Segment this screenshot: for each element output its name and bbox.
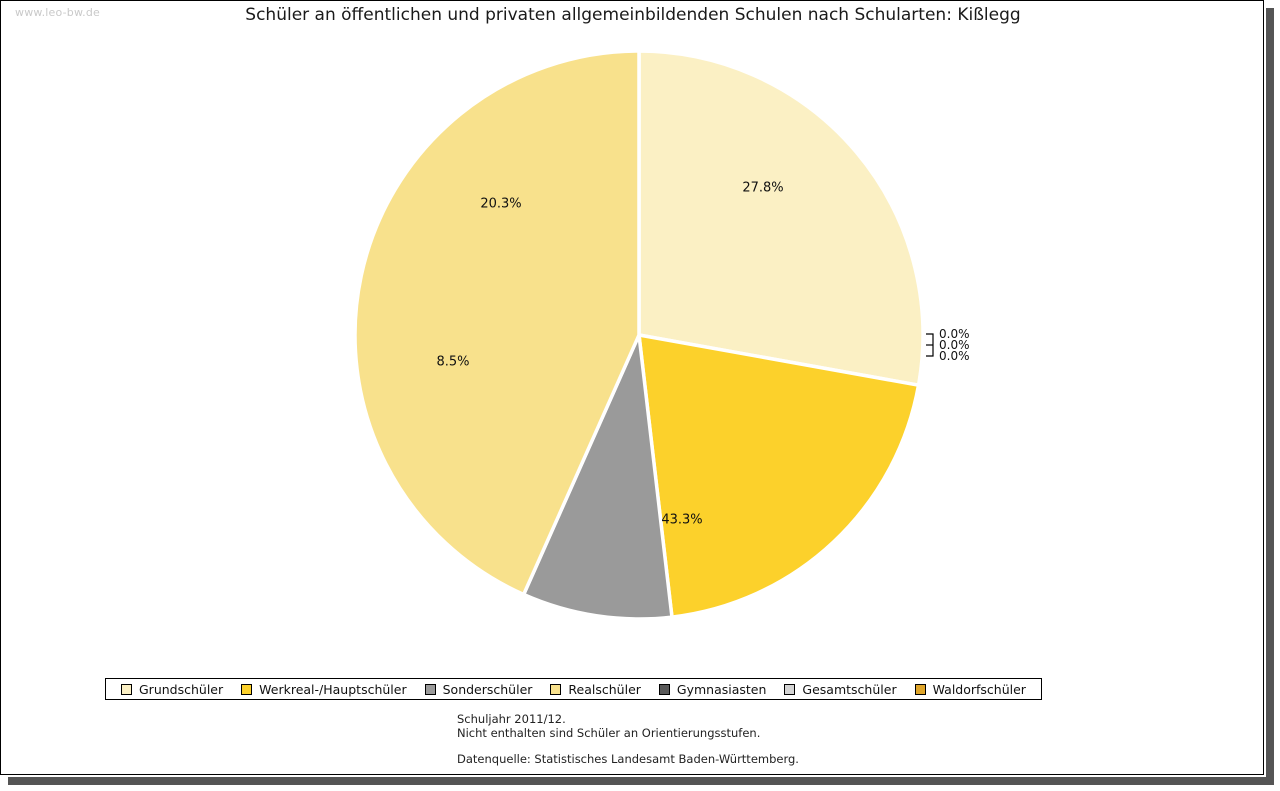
pie-slice[interactable]: [353, 49, 641, 597]
legend-item-label: Realschüler: [568, 681, 641, 697]
legend-swatch-icon: [914, 683, 926, 695]
slice-percent-label: 8.5%: [436, 354, 470, 370]
legend-item[interactable]: Grundschüler: [112, 682, 232, 697]
pie-slice[interactable]: [637, 333, 921, 619]
legend-item[interactable]: Werkreal-/Hauptschüler: [232, 682, 415, 697]
legend-item[interactable]: Gesamtschüler: [775, 682, 905, 697]
legend-item-label: Gymnasiasten: [676, 681, 767, 697]
legend-item-label: Sonderschüler: [442, 681, 533, 697]
legend-swatch-icon: [241, 683, 253, 695]
zero-percent-label: 0.0%: [939, 338, 970, 352]
pie-slice-group: [353, 49, 925, 621]
page-shadow-bottom: [8, 777, 1274, 785]
zero-percent-label: 0.0%: [939, 327, 970, 341]
legend-item[interactable]: Gymnasiasten: [650, 682, 776, 697]
legend-swatch-icon: [424, 683, 436, 695]
pie-slice[interactable]: [521, 333, 674, 621]
legend-item-label: Grundschüler: [139, 681, 224, 697]
watermark-leo-bw: www.leo-bw.de: [15, 6, 101, 19]
slice-percent-label: 20.3%: [480, 196, 522, 212]
pie-chart-plot-area: 27.8% 20.3% 8.5% 43.3% 0.0% 0.0% 0.0%: [1, 1, 1265, 701]
footnote-datasource: Datenquelle: Statistisches Landesamt Bad…: [457, 752, 799, 766]
legend-swatch-icon: [784, 683, 796, 695]
pie-chart-svg: [353, 49, 934, 621]
legend-item[interactable]: Waldorfschüler: [906, 682, 1035, 697]
zero-percent-label: 0.0%: [939, 349, 970, 363]
slice-percent-label: 27.8%: [742, 180, 784, 196]
slice-percent-label: 43.3%: [661, 512, 703, 528]
footnote-exclusion: Nicht enthalten sind Schüler an Orientie…: [457, 725, 761, 740]
chart-footnotes: Schuljahr 2011/12. Nicht enthalten sind …: [457, 712, 799, 767]
legend-item[interactable]: Sonderschüler: [416, 682, 542, 697]
legend-swatch-icon: [658, 683, 670, 695]
pie-slice[interactable]: [637, 49, 925, 387]
chart-page: www.leo-bw.de Schüler an öffentlichen un…: [0, 0, 1264, 775]
legend-item-label: Waldorfschüler: [932, 681, 1026, 697]
zero-slice-leader-lines: [926, 333, 934, 357]
footnote-schuljahr: Schuljahr 2011/12.: [457, 712, 566, 726]
legend-swatch-icon: [121, 683, 132, 695]
page-title: Schüler an öffentlichen und privaten all…: [245, 5, 1021, 25]
legend-item-label: Gesamtschüler: [802, 681, 897, 697]
legend-item-label: Werkreal-/Hauptschüler: [259, 681, 407, 697]
legend-swatch-icon: [550, 683, 562, 695]
page-shadow-right: [1266, 8, 1274, 783]
chart-legend: Grundschüler Werkreal-/Hauptschüler Sonder…: [105, 678, 1042, 700]
legend-item[interactable]: Realschüler: [541, 682, 649, 697]
